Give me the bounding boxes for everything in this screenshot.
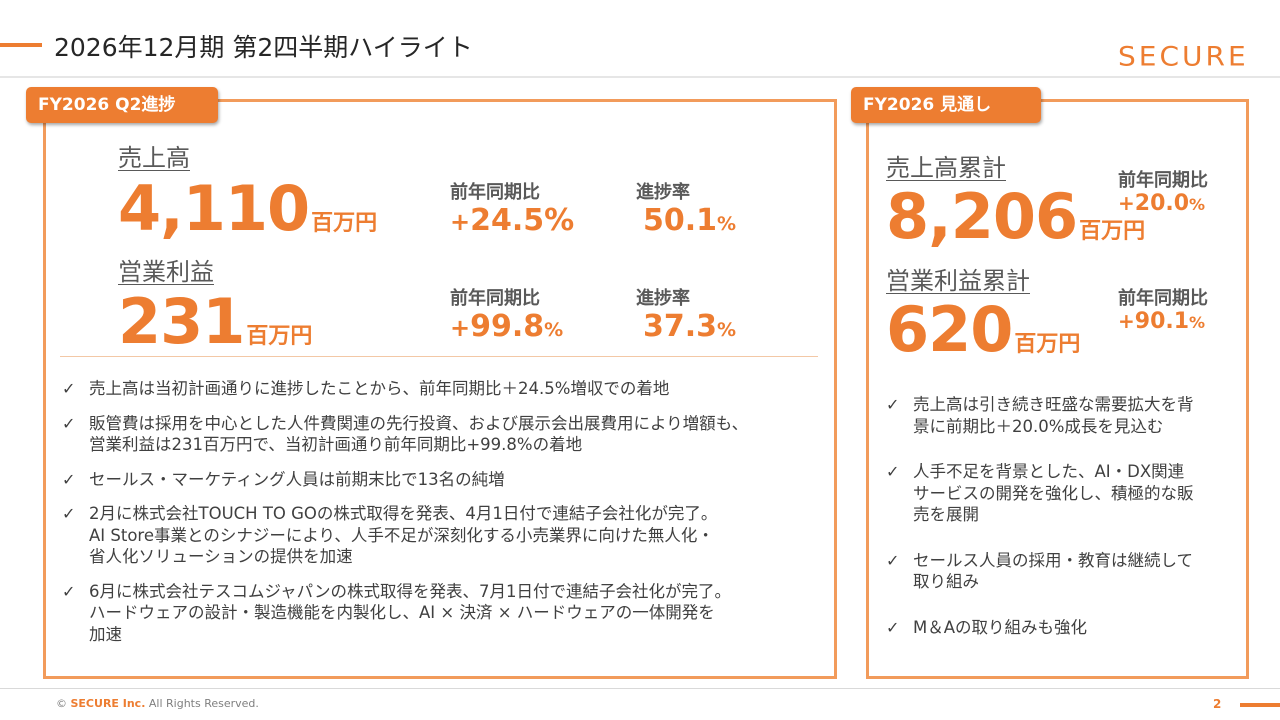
bullet-text: M＆Aの取り組みも強化: [913, 617, 1088, 637]
sales-yoy-sign: +: [450, 208, 471, 236]
sales-progress-value: 50.1%: [643, 206, 736, 236]
op-profit-value: 231百万円: [118, 291, 312, 353]
page-title: 2026年12月期 第2四半期ハイライト: [54, 33, 473, 62]
bullet-text: 景に前期比＋20.0%成長を見込む: [913, 416, 1164, 436]
op-profit-total-yoy-number: 90.1: [1134, 309, 1190, 334]
bullet-text: 売を展開: [913, 505, 979, 524]
sales-yoy-label: 前年同期比: [450, 182, 540, 203]
page-number: 2: [1213, 697, 1222, 711]
op-profit-total-yoy-sign: +: [1118, 309, 1135, 333]
op-profit-unit: 百万円: [246, 324, 313, 349]
title-accent-bar: [0, 43, 42, 47]
sales-total-yoy-label: 前年同期比: [1118, 170, 1208, 191]
metrics-divider: [60, 356, 818, 357]
sales-value: 4,110百万円: [118, 178, 377, 240]
op-profit-progress-number: 37.3: [643, 309, 718, 344]
sales-progress-label: 進捗率: [636, 182, 690, 203]
bullet-text: セールス・マーケティング人員は前期末比で13名の純増: [89, 469, 505, 489]
sales-number: 4,110: [118, 172, 310, 245]
bullet-text: ハードウェアの設計・製造機能を内製化し、AI × 決済 × ハードウェアの一体開…: [89, 603, 715, 622]
op-profit-total-unit: 百万円: [1014, 332, 1081, 357]
op-profit-total-yoy-pct: %: [1189, 313, 1206, 332]
bullet-item: ✓ 6月に株式会社テスコムジャパンの株式取得を発表、7月1日付で連結子会社化が完了…: [62, 581, 832, 646]
bullet-text: 省人化ソリューションの提供を加速: [89, 547, 353, 566]
bullet-text: 加速: [89, 624, 122, 644]
sales-total-yoy-sign: +: [1118, 191, 1135, 215]
footer-accent-bar: [1240, 703, 1280, 707]
bullet-text: 取り組み: [913, 572, 979, 591]
op-profit-yoy-number: 99.8: [470, 309, 545, 344]
sales-total-value: 8,206百万円: [886, 186, 1145, 248]
q2-highlights-list: ✓ 売上高は当初計画通りに進捗したことから、前年同期比＋24.5%増収での着地 ✓ 販…: [62, 378, 832, 658]
check-icon: ✓: [886, 395, 900, 414]
fy-outlook-panel: [866, 99, 1249, 679]
check-icon: ✓: [62, 504, 76, 523]
bullet-item: ✓ 人手不足を背景とした、AI・DX関連 サービスの開発を強化し、積極的な販 売を展開: [886, 461, 1241, 526]
bullet-item: ✓ セールス人員の採用・教育は継続して 取り組み: [886, 550, 1241, 593]
check-icon: ✓: [62, 379, 76, 398]
op-profit-progress-value: 37.3%: [643, 312, 736, 342]
check-icon: ✓: [886, 617, 900, 637]
fy-outlook-tab: FY2026 見通し: [851, 87, 1041, 123]
check-icon: ✓: [886, 550, 900, 570]
op-profit-progress-label: 進捗率: [636, 288, 690, 309]
sales-total-number: 8,206: [886, 180, 1078, 253]
bullet-text: 売上高は当初計画通りに進捗したことから、前年同期比＋24.5%増収での着地: [89, 379, 670, 398]
sales-total-label: 売上高累計: [886, 154, 1006, 182]
op-profit-total-value: 620百万円: [886, 299, 1080, 361]
bullet-text: サービスの開発を強化し、積極的な販: [913, 483, 1194, 503]
op-profit-yoy-label: 前年同期比: [450, 288, 540, 309]
sales-yoy-pct: %: [544, 203, 575, 238]
bullet-item: ✓ 販管費は採用を中心とした人件費関連の先行投資、および展示会出展費用により増額も…: [62, 413, 832, 456]
sales-total-yoy-value: +20.0%: [1118, 193, 1205, 215]
fy-outlook-list: ✓ 売上高は引き続き旺盛な需要拡大を背 景に前期比＋20.0%成長を見込む ✓ 人手不足…: [886, 394, 1241, 662]
bullet-text: 売上高は引き続き旺盛な需要拡大を背: [913, 395, 1194, 414]
sales-yoy-number: 24.5: [470, 203, 545, 238]
sales-yoy-value: +24.5%: [450, 206, 574, 236]
q2-progress-panel: [43, 99, 837, 679]
bullet-text: AI Store事業とのシナジーにより、人手不足が深刻化する小売業界に向けた無人…: [89, 525, 714, 545]
sales-unit: 百万円: [311, 211, 378, 236]
op-profit-total-label: 営業利益累計: [886, 267, 1030, 295]
sales-progress-pct: %: [717, 213, 737, 235]
sales-total-yoy-number: 20.0: [1134, 191, 1190, 216]
bullet-item: ✓ セールス・マーケティング人員は前期末比で13名の純増: [62, 469, 832, 491]
op-profit-progress-pct: %: [717, 319, 737, 341]
copyright-company: SECURE Inc.: [70, 697, 146, 710]
sales-label: 売上高: [118, 144, 190, 172]
footer-divider: [0, 688, 1280, 689]
check-icon: ✓: [62, 469, 76, 489]
op-profit-label: 営業利益: [118, 258, 214, 286]
header-divider: [0, 76, 1280, 78]
op-profit-total-yoy-label: 前年同期比: [1118, 288, 1208, 309]
secure-logo: SECURE: [1118, 40, 1249, 73]
copyright-symbol: ©: [56, 697, 67, 710]
op-profit-yoy-pct: %: [544, 319, 564, 341]
sales-progress-number: 50.1: [643, 203, 718, 238]
bullet-text: セールス人員の採用・教育は継続して: [913, 550, 1194, 570]
check-icon: ✓: [62, 581, 76, 601]
op-profit-total-yoy-value: +90.1%: [1118, 311, 1205, 333]
q2-progress-tab: FY2026 Q2進捗: [26, 87, 218, 123]
check-icon: ✓: [886, 462, 900, 481]
op-profit-yoy-value: +99.8%: [450, 312, 563, 342]
bullet-text: 営業利益は231百万円で、当初計画通り前年同期比+99.8%の着地: [89, 435, 583, 454]
bullet-item: ✓ 2月に株式会社TOUCH TO GOの株式取得を発表、4月1日付で連結子会社化…: [62, 503, 832, 568]
bullet-item: ✓ M＆Aの取り組みも強化: [886, 617, 1241, 639]
bullet-text: 人手不足を背景とした、AI・DX関連: [913, 462, 1185, 481]
op-profit-yoy-sign: +: [450, 314, 471, 342]
op-profit-total-number: 620: [886, 293, 1013, 366]
bullet-text: 2月に株式会社TOUCH TO GOの株式取得を発表、4月1日付で連結子会社化が…: [89, 504, 718, 523]
check-icon: ✓: [62, 413, 76, 433]
bullet-item: ✓ 売上高は当初計画通りに進捗したことから、前年同期比＋24.5%増収での着地: [62, 378, 832, 400]
sales-total-unit: 百万円: [1079, 219, 1146, 244]
copyright-rights: All Rights Reserved.: [148, 697, 259, 710]
bullet-text: 6月に株式会社テスコムジャパンの株式取得を発表、7月1日付で連結子会社化が完了。: [89, 581, 731, 601]
bullet-item: ✓ 売上高は引き続き旺盛な需要拡大を背 景に前期比＋20.0%成長を見込む: [886, 394, 1241, 437]
op-profit-number: 231: [118, 285, 245, 358]
copyright: © SECURE Inc. All Rights Reserved.: [56, 697, 259, 710]
bullet-text: 販管費は採用を中心とした人件費関連の先行投資、および展示会出展費用により増額も、: [89, 413, 749, 433]
sales-total-yoy-pct: %: [1189, 195, 1206, 214]
